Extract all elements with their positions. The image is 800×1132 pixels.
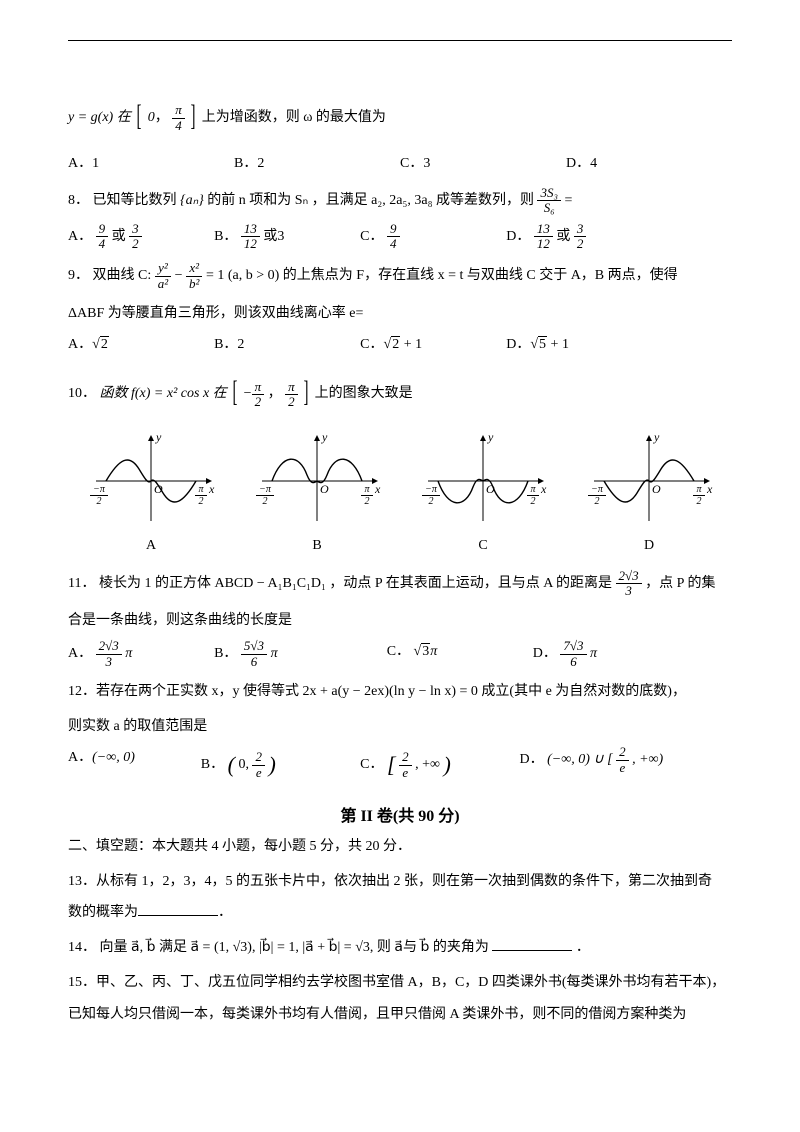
q11-line2: 合是一条曲线，则这条曲线的长度是	[68, 608, 732, 633]
svg-text:x: x	[374, 482, 381, 496]
svg-text:O: O	[320, 482, 329, 496]
page: y = g(x) 在 [ 0， π 4 ] 上为增函数，则 ω 的最大值为 A．…	[0, 0, 800, 1132]
q7-stem: y = g(x) 在 [ 0， π 4 ] 上为增函数，则 ω 的最大值为	[68, 91, 732, 145]
q12-stem: 12．若存在两个正实数 x，y 使得等式 2x + a(y − 2ex)(ln …	[68, 679, 732, 704]
q7-opt-b: B．2	[234, 151, 400, 176]
svg-text:O: O	[652, 482, 661, 496]
top-rule	[68, 40, 732, 41]
q12-opt-a: A．(−∞, 0)	[68, 745, 201, 785]
q7-func: y = g(x) 在	[68, 110, 131, 125]
q11-stem: 11． 棱长为 1 的正方体 ABCD − A₁B₁C₁D₁ ，动点 P 在其表…	[68, 569, 732, 599]
q8-stem: 8． 已知等比数列 {aₙ} 的前 n 项和为 Sₙ ，且满足 a₂, 2a₅,…	[68, 186, 732, 216]
svg-text:y: y	[155, 431, 162, 444]
q10-stem: 10． 函数 f(x) = x² cos x 在 [ −π2 ， π2 ] 上的…	[68, 367, 732, 421]
q8-opt-d: D． 1312 或 32	[506, 222, 705, 252]
svg-text:y: y	[487, 431, 494, 444]
q11-opt-d: D． 7√36 π	[533, 639, 706, 669]
q11-options: A． 2√33 π B． 5√36 π C． 3π D． 7√36 π	[68, 639, 732, 669]
q11-opt-b: B． 5√36 π	[214, 639, 387, 669]
q14: 14． 向量 a⃗, b⃗ 满足 a⃗ = (1, √3), |b⃗| = 1,…	[68, 935, 732, 960]
q8-opt-a: A． 94 或 32	[68, 222, 214, 252]
rbrack-icon: ]	[191, 89, 196, 143]
svg-text:x: x	[208, 482, 215, 496]
q9-options: A．2 B．2 C．2 + 1 D．5 + 1	[68, 332, 732, 357]
q12-opt-b: B． ( 0, 2e )	[201, 745, 360, 785]
q9-opt-c: C．2 + 1	[360, 332, 506, 357]
q9-opt-d: D．5 + 1	[506, 332, 705, 357]
q8-opt-b: B． 1312 或3	[214, 222, 360, 252]
q10-graph-c: x y O −π2 π2 C	[413, 431, 553, 558]
q9-stem: 9． 双曲线 C: y²a² − x²b² = 1 (a, b > 0) 的上焦…	[68, 261, 732, 291]
blank-input[interactable]	[138, 901, 218, 916]
q15-line1: 15．甲、乙、丙、丁、戊五位同学相约去学校图书室借 A，B，C，D 四类课外书(…	[68, 970, 732, 995]
svg-text:y: y	[653, 431, 660, 444]
q7-suffix: 上为增函数，则 ω 的最大值为	[202, 110, 386, 125]
q11-opt-c: C． 3π	[387, 639, 533, 669]
q7-opt-d: D．4	[566, 151, 732, 176]
q7-int-b: π 4	[172, 103, 185, 133]
q7-int-a: 0	[148, 110, 155, 125]
q11-opt-a: A． 2√33 π	[68, 639, 214, 669]
q9-opt-b: B．2	[214, 332, 360, 357]
svg-text:O: O	[154, 482, 163, 496]
section2-sub: 二、填空题：本大题共 4 小题，每小题 5 分，共 20 分．	[68, 834, 732, 859]
q7-opt-a: A．1	[68, 151, 234, 176]
q8-options: A． 94 或 32 B． 1312 或3 C． 94 D． 1312 或 32	[68, 222, 732, 252]
q10-graph-b: x y O −π2 π2 B	[247, 431, 387, 558]
q9-line2: ΔABF 为等腰直角三角形，则该双曲线离心率 e=	[68, 301, 732, 326]
q15-line2: 已知每人均只借阅一本，每类课外书均有人借阅，且甲只借阅 A 类课外书，则不同的借…	[68, 1002, 732, 1027]
q12-line2: 则实数 a 的取值范围是	[68, 714, 732, 739]
q13: 13．从标有 1，2，3，4，5 的五张卡片中，依次抽出 2 张，则在第一次抽到…	[68, 869, 732, 894]
blank-input[interactable]	[492, 936, 572, 951]
q7-options: A．1 B．2 C．3 D．4	[68, 151, 732, 176]
svg-text:x: x	[540, 482, 547, 496]
q12-opt-c: C． [ 2e , +∞ )	[360, 745, 519, 785]
q10-graph-a: x y O −π2 π2 A	[81, 431, 221, 558]
q8-frac: 3S₃ S₆	[537, 186, 561, 216]
q9-opt-a: A．2	[68, 332, 214, 357]
q10-graph-d: x y O −π2 π2 D	[579, 431, 719, 558]
svg-text:x: x	[706, 482, 713, 496]
q12-options: A．(−∞, 0) B． ( 0, 2e ) C． [ 2e , +∞ ) D．…	[68, 745, 732, 785]
section2-title: 第 II 卷(共 90 分)	[68, 803, 732, 832]
q10-graphs: x y O −π2 π2 A x y O −π2 π2 B	[68, 431, 732, 558]
q12-opt-d: D． (−∞, 0) ∪ [ 2e , +∞)	[520, 745, 719, 785]
rbrack-icon: ]	[304, 365, 309, 419]
q8-opt-c: C． 94	[360, 222, 506, 252]
q13-line2: 数的概率为．	[68, 900, 732, 925]
lbrack-icon: [	[233, 365, 238, 419]
lbrack-icon: [	[137, 89, 142, 143]
svg-text:y: y	[321, 431, 328, 444]
q7-opt-c: C．3	[400, 151, 566, 176]
